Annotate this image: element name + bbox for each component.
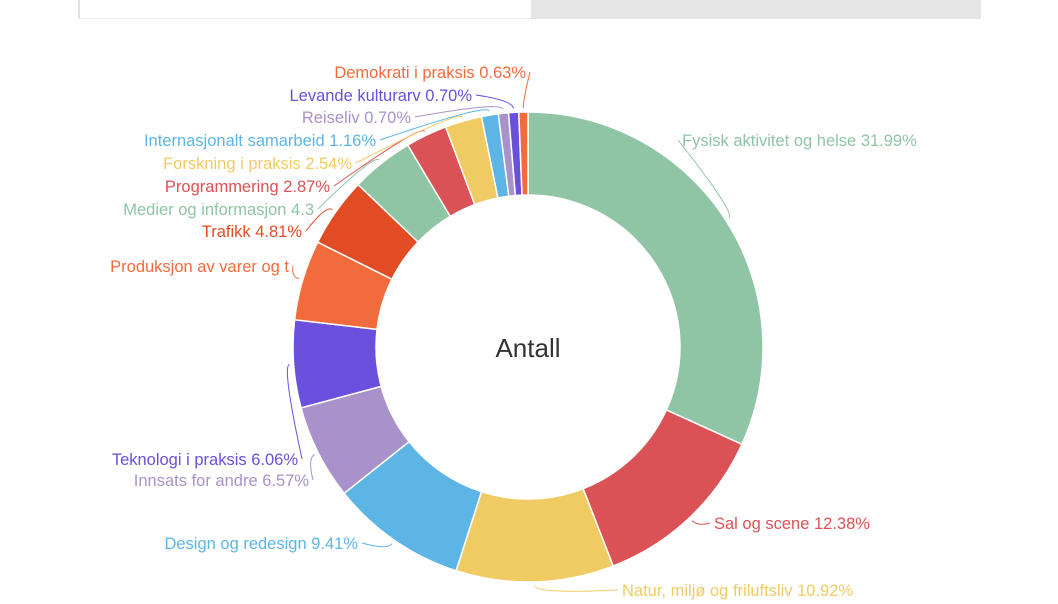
leader-line-14 [475, 94, 514, 109]
slice-label-5: Innsats for andre 6.57% [134, 472, 310, 490]
tab-bar [78, 0, 981, 19]
slice-label-2: Sal og scene 12.38% [714, 515, 870, 533]
tab-first[interactable] [78, 0, 531, 19]
slice-label-8: Trafikk 4.81% [202, 223, 303, 241]
pie-slice-15[interactable] [517, 111, 529, 196]
slice-label-13: Reiseliv 0.70% [302, 109, 411, 127]
tab-second[interactable] [530, 0, 981, 19]
slice-labels-group: Fysisk aktivitet og helse 31.99% Sal og s… [110, 64, 917, 600]
slice-label-9: Medier og informasjon 4.3 [123, 201, 314, 219]
leader-line-2 [691, 520, 711, 525]
pie-slice-1[interactable] [527, 111, 764, 446]
leader-line-7 [292, 265, 300, 280]
leader-line-3 [534, 585, 619, 592]
leader-line-12 [379, 109, 490, 141]
slice-label-1: Fysisk aktivitet og helse 31.99% [682, 132, 917, 150]
slice-label-11: Forskning i praksis 2.54% [163, 155, 352, 173]
slice-label-12: Internasjonalt samarbeid 1.16% [144, 132, 376, 150]
slice-label-15: Demokrati i praksis 0.63% [334, 64, 526, 82]
slice-label-10: Programmering 2.87% [165, 178, 330, 196]
slice-label-4: Design og redesign 9.41% [164, 535, 358, 553]
slice-label-3: Natur, miljø og friluftsliv 10.92% [622, 582, 853, 600]
slice-label-7: Produksjon av varer og t [110, 258, 289, 276]
leader-line-1 [677, 139, 731, 219]
leader-line-13 [414, 106, 504, 118]
slices-group [292, 111, 764, 583]
leader-line-5 [310, 454, 315, 481]
leader-line-8 [305, 208, 333, 232]
pie-slice-2[interactable] [582, 408, 743, 567]
leader-line-9 [317, 158, 380, 210]
slice-label-14: Levande kulturarv 0.70% [289, 87, 472, 105]
leader-line-11 [355, 115, 463, 164]
leader-line-10 [333, 130, 426, 187]
leader-line-15 [522, 71, 531, 109]
slice-label-6: Teknologi i praksis 6.06% [112, 451, 299, 469]
leader-lines-group [286, 71, 731, 592]
leader-line-4 [361, 542, 393, 548]
center-label: Antall [495, 333, 560, 363]
leader-line-6 [286, 363, 303, 460]
